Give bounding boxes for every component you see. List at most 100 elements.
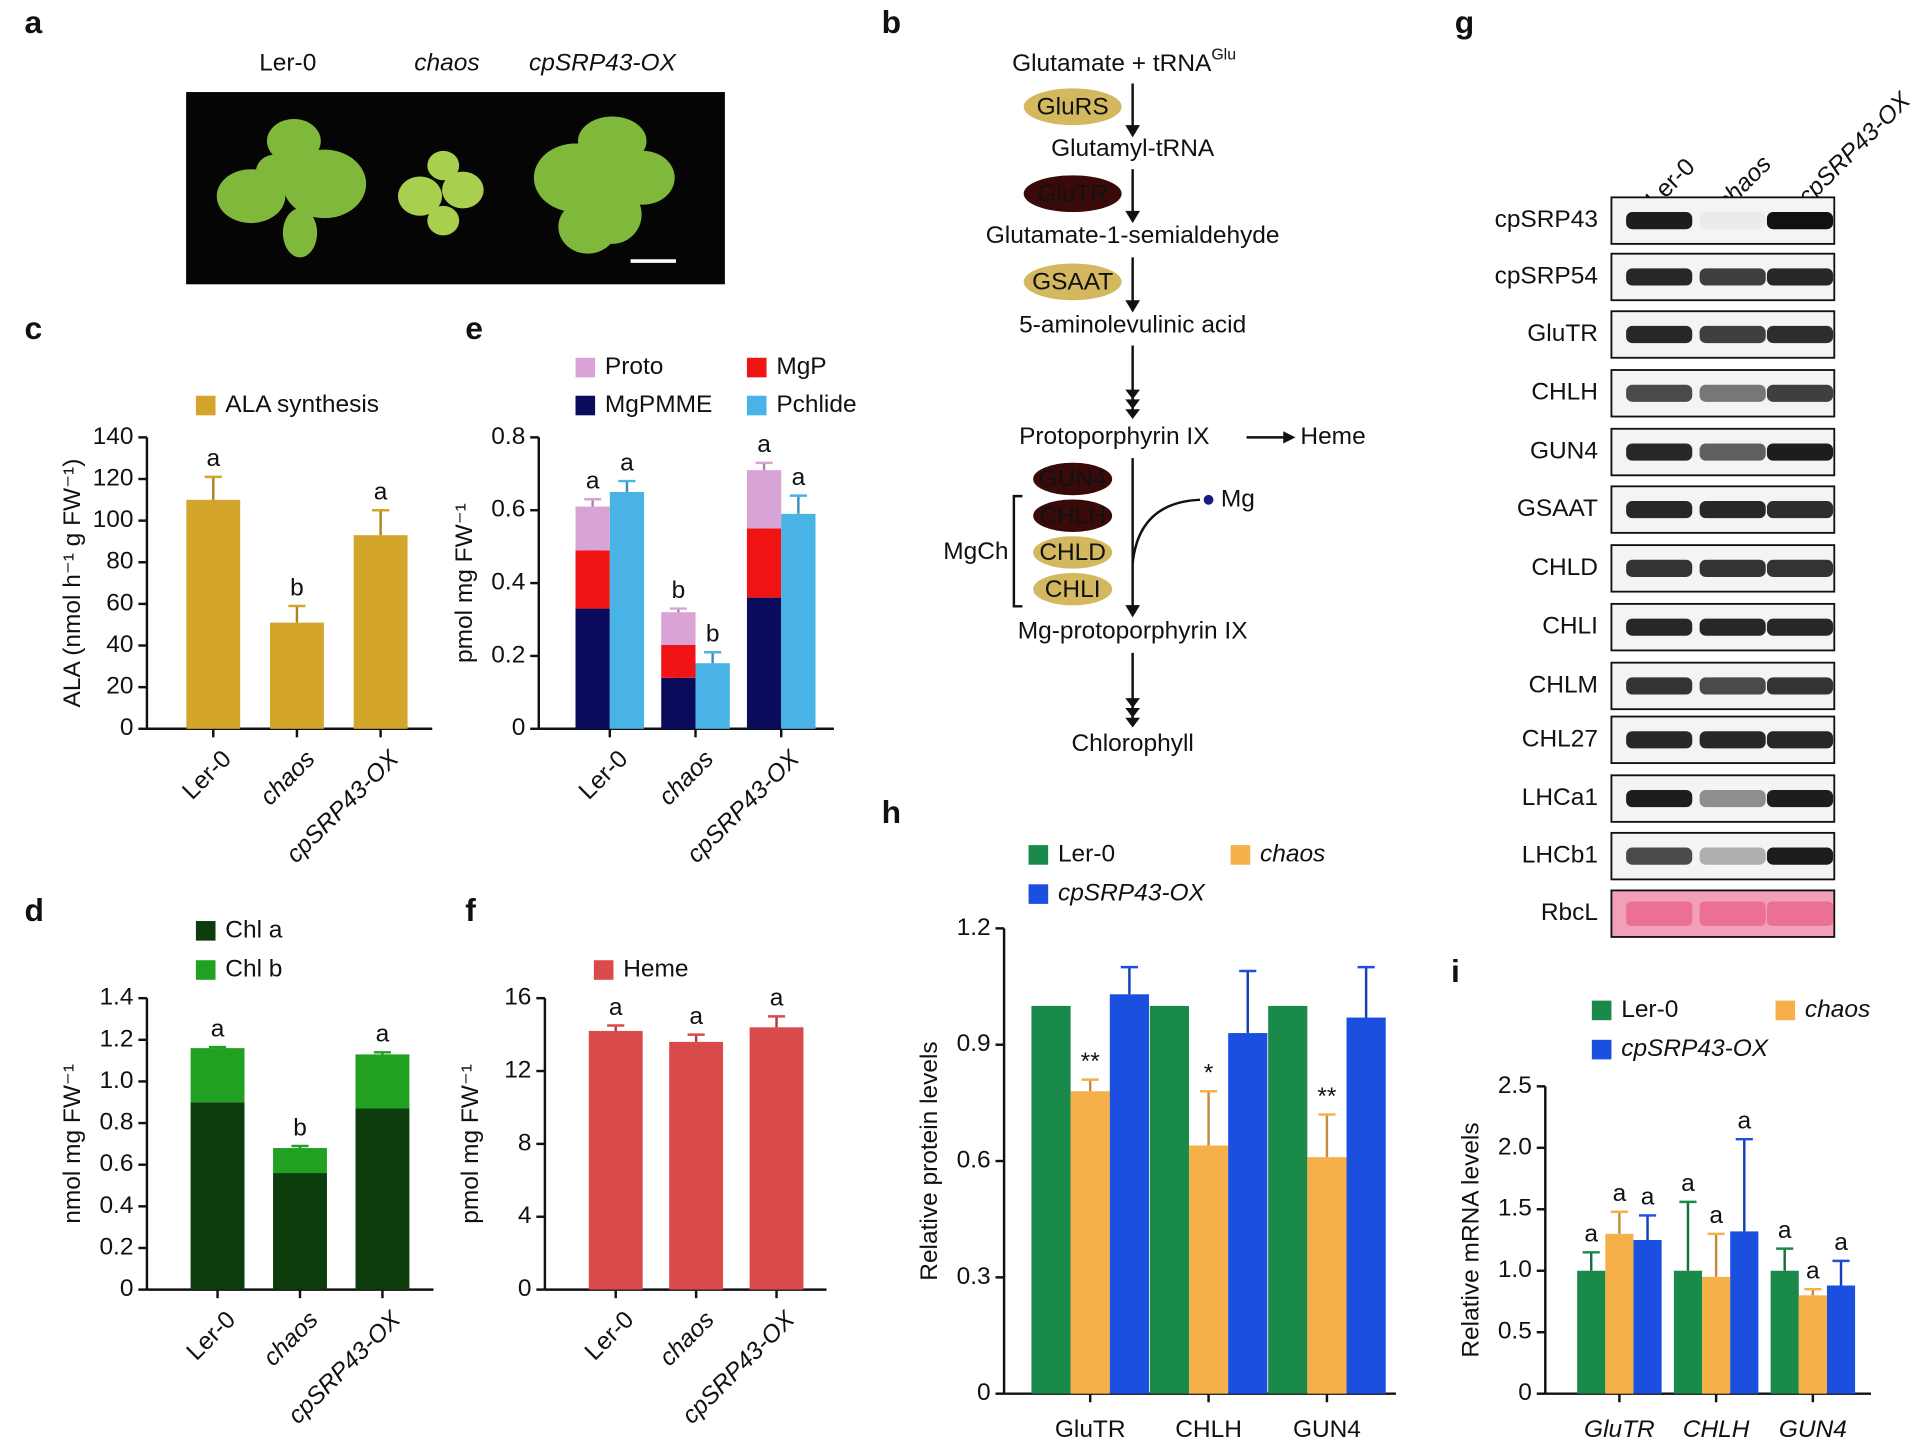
blot-row-label: GluTR (1527, 320, 1598, 347)
y-tick-label: 100 (93, 506, 134, 533)
y-tick-label: 0.4 (99, 1192, 133, 1219)
significance-label: b (706, 621, 720, 648)
blot-row-label: RbcL (1541, 899, 1598, 926)
blot-row-label: cpSRP54 (1495, 262, 1598, 289)
bar (781, 513, 816, 729)
legend-label: Proto (605, 353, 663, 380)
x-tick-label: GUN4 (1293, 1416, 1361, 1443)
significance-label: a (689, 1003, 703, 1030)
significance-label: a (1584, 1221, 1598, 1248)
enzyme-node (1023, 263, 1122, 301)
bar (1577, 1270, 1606, 1394)
blot-row-label: LHCa1 (1522, 784, 1598, 811)
y-tick-label: 16 (504, 984, 531, 1011)
blot-band (1766, 325, 1834, 344)
blot-band (1699, 901, 1766, 926)
bar (749, 1027, 804, 1290)
bar (1605, 1233, 1634, 1394)
blot-band (1626, 325, 1693, 344)
mgch-subunit-label: GUN4 (1039, 466, 1107, 493)
blot-band (1766, 731, 1834, 749)
legend-label: Ler-0 (1058, 840, 1115, 867)
y-axis-label: pmol mg FW⁻¹ (457, 1064, 484, 1224)
panel-label: g (1455, 4, 1474, 40)
y-tick-label: 0.5 (1498, 1318, 1532, 1345)
rosettes (216, 116, 675, 258)
significance-label: a (206, 445, 220, 472)
blot-band (1699, 847, 1766, 865)
mgch-subunit-label: CHLI (1045, 576, 1101, 603)
bar (1031, 1005, 1071, 1394)
substrate-text: Glutamate + tRNA (1012, 51, 1212, 78)
x-tick-label: chaos (255, 745, 320, 810)
legend-swatch (1591, 1000, 1612, 1021)
blot-band (1626, 847, 1693, 865)
y-tick-label: 0 (977, 1379, 991, 1406)
significance-label: a (1681, 1170, 1695, 1197)
bar (1798, 1295, 1827, 1394)
lane-label: cpSRP43-OX (1793, 86, 1917, 210)
bar (270, 622, 324, 729)
blot-band (1766, 501, 1834, 519)
significance-label: a (374, 479, 388, 506)
significance-label: a (792, 464, 806, 491)
bar (1826, 1285, 1856, 1394)
bar (575, 608, 610, 729)
bar (609, 492, 645, 729)
metal-label: Mg (1221, 485, 1255, 512)
x-tick-label: CHLH (1683, 1416, 1750, 1443)
blot-band (1766, 384, 1834, 402)
mgch-subunit-label: CHLH (1039, 502, 1106, 529)
blot-band (1626, 901, 1693, 926)
blot-row-label: CHLI (1542, 613, 1598, 640)
bar (661, 677, 696, 729)
mgch-label: MgCh (943, 538, 1008, 565)
blot-band (1699, 384, 1766, 402)
pathway-step: Glutamate-1-semialdehyde (986, 222, 1280, 249)
legend-label: cpSRP43-OX (1058, 880, 1207, 907)
bar (1673, 1270, 1703, 1394)
significance-label: a (1778, 1217, 1792, 1244)
blot-band (1699, 559, 1766, 577)
blot-band (1699, 325, 1766, 344)
significance-label: b (290, 574, 304, 601)
x-tick-label: chaos (654, 1306, 719, 1371)
significance-label: a (586, 468, 600, 495)
y-tick-label: 2.0 (1498, 1133, 1532, 1160)
bar (355, 1054, 410, 1109)
significance-label: ** (1317, 1083, 1337, 1110)
genotype-label: chaos (414, 49, 479, 76)
mgch-subunit-node (1031, 460, 1114, 498)
y-tick-label: 20 (106, 673, 133, 700)
significance-label: a (1641, 1184, 1655, 1211)
bar (355, 1108, 410, 1290)
blot-band (1626, 618, 1693, 636)
y-tick-label: 0.2 (99, 1233, 133, 1260)
significance-label: b (672, 577, 686, 604)
blot-row-label: LHCb1 (1522, 842, 1598, 869)
bar (1228, 1033, 1268, 1394)
blot-row-label: CHLM (1529, 671, 1598, 698)
blot-band (1626, 790, 1693, 808)
y-axis-label: ALA (nmol h⁻¹ g FW⁻¹) (59, 459, 86, 708)
blot-band (1699, 677, 1766, 695)
pathway-substrate: Glutamate + tRNAGlu (1012, 47, 1236, 78)
bar (186, 499, 241, 729)
legend-label: chaos (1805, 996, 1870, 1023)
x-tick-label: GluTR (1055, 1416, 1126, 1443)
blot-band (1699, 268, 1766, 286)
x-tick-label: chaos (654, 745, 719, 810)
x-tick-label: Ler-0 (177, 745, 236, 804)
genotype-label: Ler-0 (259, 49, 316, 76)
y-tick-label: 0 (518, 1275, 532, 1302)
bar (1633, 1240, 1662, 1394)
bar (190, 1048, 245, 1103)
significance-label: b (293, 1114, 307, 1141)
y-tick-label: 1.2 (99, 1025, 133, 1052)
blot-band (1699, 212, 1766, 230)
significance-label: a (1834, 1229, 1848, 1256)
blot-band (1626, 384, 1693, 402)
panel-label: f (465, 892, 476, 928)
bar (1149, 1005, 1189, 1394)
